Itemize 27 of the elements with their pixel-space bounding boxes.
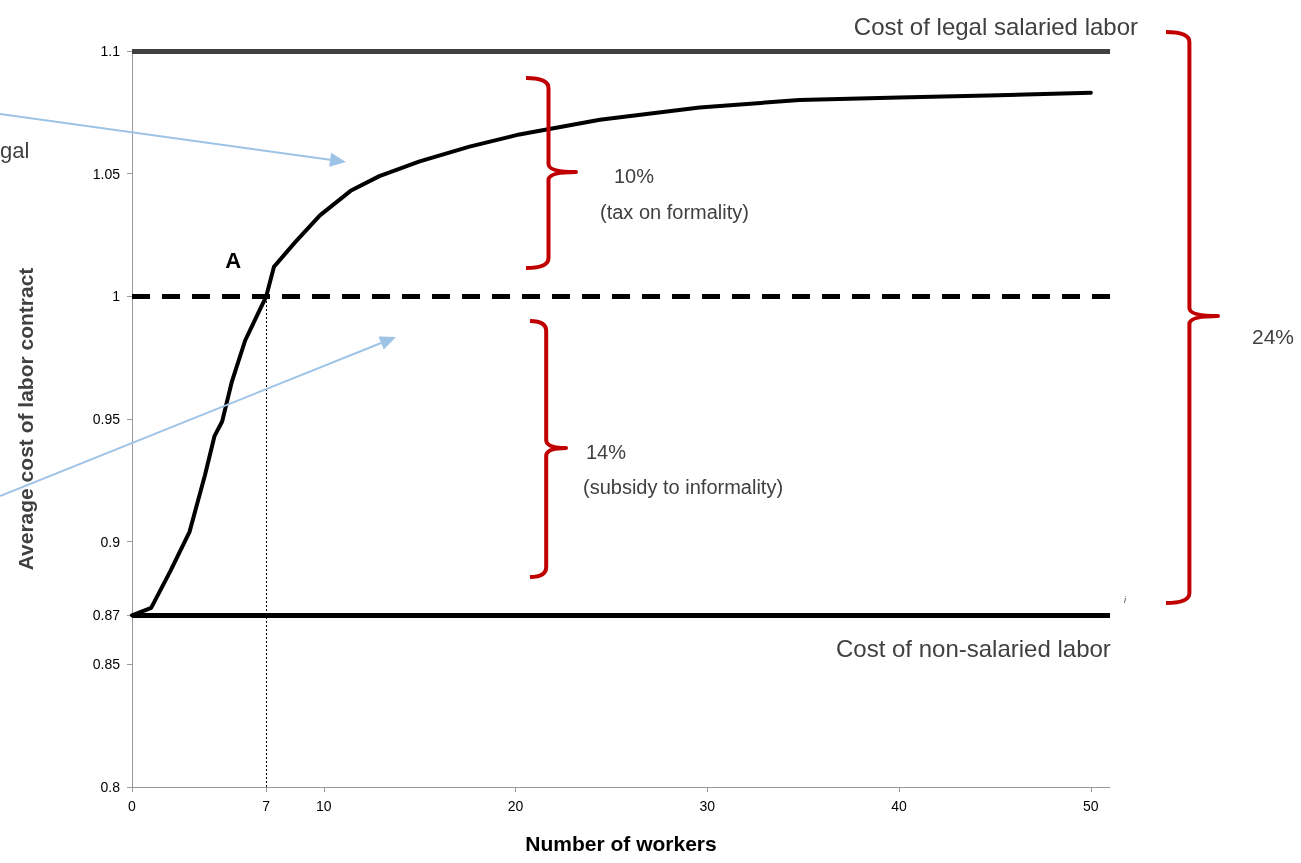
x-tick-label: 30 bbox=[699, 798, 716, 814]
y-tick-label: 0.8 bbox=[100, 779, 121, 795]
annotation: 14% bbox=[586, 441, 627, 463]
y-tick-label: 1.05 bbox=[92, 165, 121, 182]
y-tick-label: 0.87 bbox=[92, 607, 121, 624]
y-tick-label: 0.9 bbox=[100, 533, 121, 550]
annotation: A bbox=[225, 247, 242, 273]
y-axis-title: Average cost of labor contract bbox=[14, 267, 37, 571]
text: i bbox=[1124, 595, 1127, 605]
annotation: (subsidy to informality) bbox=[583, 476, 784, 498]
annotation: (tax on formality) bbox=[600, 201, 749, 223]
x-tick-label: 0 bbox=[128, 798, 137, 814]
x-tick-label: 10 bbox=[315, 798, 332, 814]
y-tick-label: 1.1 bbox=[100, 43, 121, 59]
x-tick-label: 50 bbox=[1083, 798, 1099, 814]
text: gal bbox=[0, 137, 30, 163]
text: Cost of legal salaried labor bbox=[853, 12, 1139, 40]
text: 24% bbox=[1252, 324, 1295, 348]
annotation: Cost of non-salaried labor bbox=[836, 634, 1111, 662]
y-tick-label: 0.95 bbox=[92, 411, 121, 427]
annotation: 10% bbox=[614, 165, 655, 187]
x-tick-label: 20 bbox=[507, 798, 524, 814]
y-tick-label: 1 bbox=[112, 288, 121, 305]
x-axis-title: Number of workers bbox=[525, 832, 717, 855]
x-tick-label: 40 bbox=[891, 798, 908, 814]
y-tick-label: 0.85 bbox=[92, 656, 121, 673]
x-tick-label: 7 bbox=[262, 798, 271, 814]
